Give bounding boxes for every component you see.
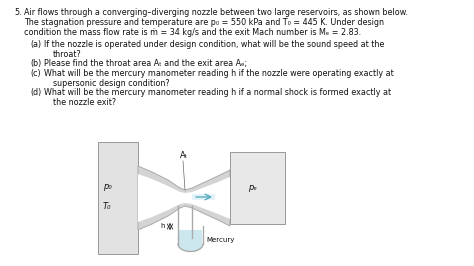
Text: p₀: p₀ xyxy=(103,182,112,191)
Text: (a): (a) xyxy=(30,40,41,49)
Text: (b): (b) xyxy=(30,59,41,68)
Text: If the nozzle is operated under design condition, what will be the sound speed a: If the nozzle is operated under design c… xyxy=(44,40,384,49)
Text: Mercury: Mercury xyxy=(206,237,234,243)
Text: What will be the mercury manometer reading h if a normal shock is formed exactly: What will be the mercury manometer readi… xyxy=(44,88,391,97)
Text: Air flows through a converging–diverging nozzle between two large reservoirs, as: Air flows through a converging–diverging… xyxy=(24,8,408,17)
Text: What will be the mercury manometer reading h if the nozzle were operating exactl: What will be the mercury manometer readi… xyxy=(44,69,394,78)
Text: condition the mass flow rate is ṁ = 34 kg/s and the exit Mach number is Mₑ = 2.8: condition the mass flow rate is ṁ = 34 k… xyxy=(24,28,361,37)
Bar xyxy=(230,152,285,224)
Text: h: h xyxy=(161,223,165,230)
Polygon shape xyxy=(192,194,215,200)
Text: Aₜ: Aₜ xyxy=(180,151,188,160)
Text: T₀: T₀ xyxy=(103,202,111,211)
Text: 5.: 5. xyxy=(14,8,22,17)
Bar xyxy=(98,142,138,254)
Text: Please find the throat area Aₜ and the exit area Aₑ;: Please find the throat area Aₜ and the e… xyxy=(44,59,247,68)
Text: (c): (c) xyxy=(30,69,41,78)
Polygon shape xyxy=(178,244,203,251)
Text: the nozzle exit?: the nozzle exit? xyxy=(53,98,116,107)
Text: supersonic design condition?: supersonic design condition? xyxy=(53,79,170,88)
Text: pₑ: pₑ xyxy=(248,184,257,193)
Polygon shape xyxy=(138,174,230,222)
Polygon shape xyxy=(138,166,230,230)
Text: (d): (d) xyxy=(30,88,41,97)
Text: The stagnation pressure and temperature are p₀ = 550 kPa and T₀ = 445 K. Under d: The stagnation pressure and temperature … xyxy=(24,18,384,27)
Text: throat?: throat? xyxy=(53,50,82,59)
Bar xyxy=(179,230,202,244)
